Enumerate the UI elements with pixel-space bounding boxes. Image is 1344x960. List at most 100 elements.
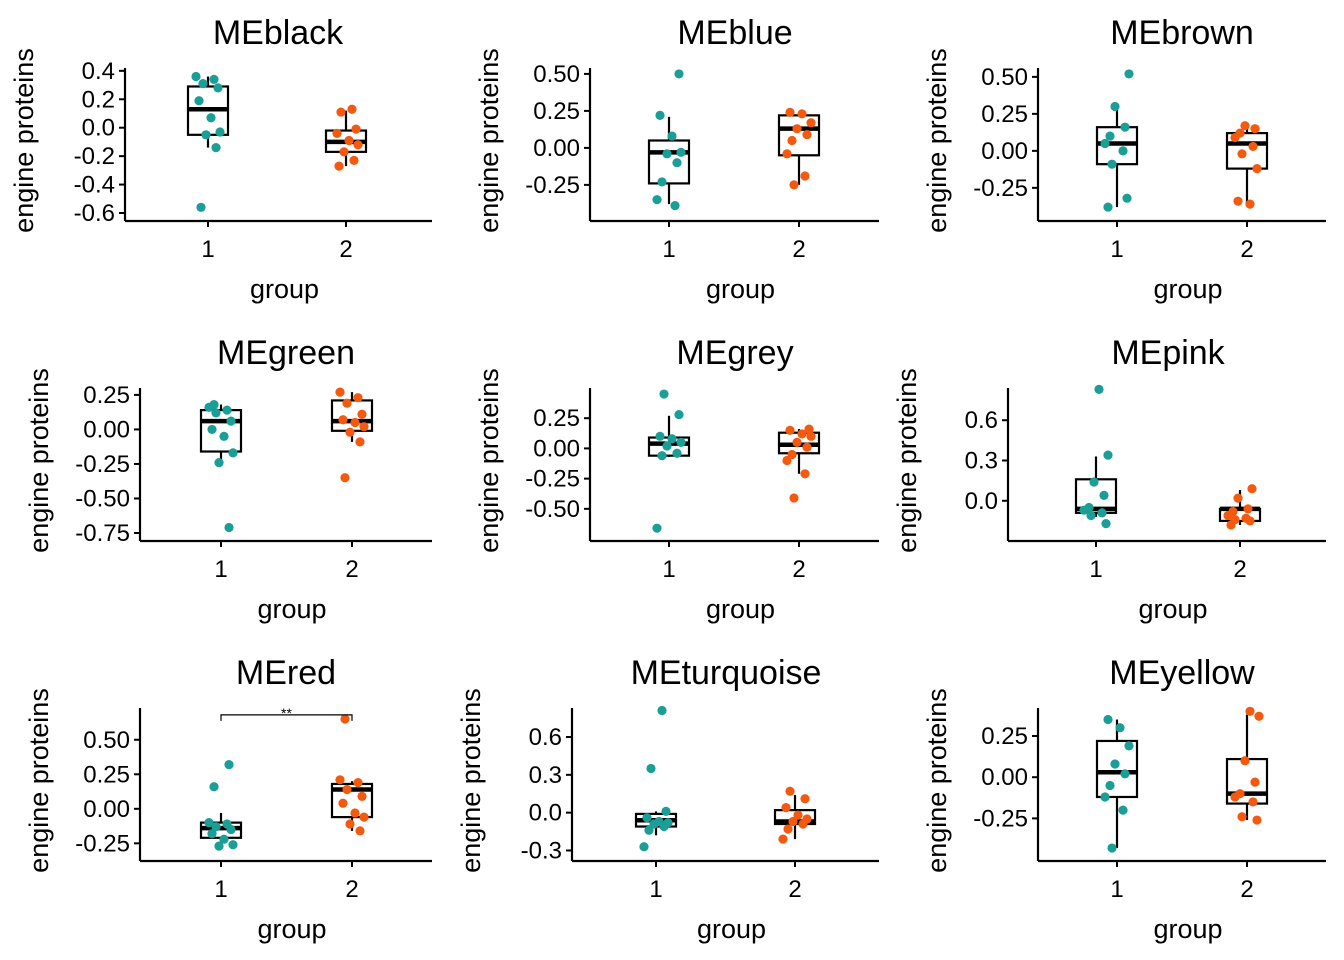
x-tick-label: 1 <box>1110 876 1123 903</box>
x-axis-title: group <box>257 594 326 624</box>
data-point <box>340 714 350 724</box>
box-group-1 <box>634 705 678 852</box>
data-point <box>1105 780 1115 791</box>
x-tick-label: 2 <box>1233 556 1246 583</box>
x-tick-label: 2 <box>345 876 358 903</box>
chart-panel-MEpink: MEpink 0.6 0.3 0.0 1 2 group engine proteins <box>892 334 1326 624</box>
data-point <box>338 415 348 425</box>
data-point <box>785 107 795 117</box>
x-tick-label: 2 <box>345 556 358 583</box>
data-point <box>676 437 686 447</box>
data-point <box>787 449 797 460</box>
data-point <box>667 434 677 444</box>
y-tick-label: -0.2 <box>74 143 115 170</box>
data-point <box>1120 769 1130 779</box>
data-point <box>783 824 793 834</box>
data-point <box>214 457 224 468</box>
data-point <box>213 83 223 93</box>
data-point <box>802 442 812 452</box>
data-point <box>800 794 810 804</box>
box-group-1 <box>1095 69 1139 212</box>
data-point <box>344 135 354 146</box>
chart-panel-MEyellow: MEyellow 0.25 0.00 -0.25 1 2 group engine prote… <box>922 654 1326 944</box>
data-point <box>1110 759 1120 769</box>
data-point <box>782 455 792 466</box>
data-point <box>1230 132 1240 143</box>
y-tick-label: 0.2 <box>82 86 115 113</box>
y-tick-label: 0.00 <box>533 135 580 162</box>
y-tick-label: -0.25 <box>525 466 580 493</box>
box-group-2 <box>330 387 374 483</box>
data-point <box>674 69 684 79</box>
x-axis-title: group <box>250 274 319 304</box>
y-tick-label: 0.0 <box>529 800 562 827</box>
y-axis-title: engine proteins <box>474 48 504 233</box>
box-group-2 <box>777 107 821 190</box>
data-point <box>1247 484 1257 494</box>
data-point <box>797 429 807 439</box>
data-point <box>342 398 352 408</box>
data-point <box>674 409 684 420</box>
y-tick-label: -0.50 <box>75 485 130 512</box>
data-point <box>340 473 350 483</box>
data-point <box>204 402 214 412</box>
data-point <box>652 523 662 533</box>
data-point <box>672 158 682 168</box>
chart-panel-MEgreen: MEgreen 0.25 0.00 -0.25 -0.50 -0.75 1 2 group eng… <box>24 334 432 624</box>
data-point <box>646 763 656 774</box>
x-axis-title: group <box>697 914 766 944</box>
data-point <box>347 104 357 114</box>
y-tick-label: 0.00 <box>83 796 130 823</box>
x-tick-label: 2 <box>1240 876 1253 903</box>
data-point <box>1115 723 1125 733</box>
data-point <box>209 782 219 792</box>
chart-panel-MEgrey: MEgrey 0.25 0.00 -0.25 -0.50 1 2 group engine pr… <box>474 334 879 624</box>
chart-panel-MEblue: MEblue 0.50 0.25 0.00 -0.25 1 2 group engine pro… <box>474 14 879 304</box>
data-point <box>652 195 662 205</box>
y-tick-label: 0.00 <box>981 764 1028 791</box>
data-point <box>667 131 677 141</box>
chart-title: MEblue <box>677 14 792 52</box>
chart-panel-MEblack: MEblack 0.40.20.0-0.2-0.4-0.6 1 2 group engin… <box>9 14 432 304</box>
data-point <box>1240 121 1250 131</box>
iqr-box <box>647 139 691 185</box>
x-tick-label: 1 <box>662 556 675 583</box>
data-point <box>357 409 367 419</box>
y-tick-label: -0.25 <box>75 830 130 857</box>
box-group-2 <box>1225 706 1269 825</box>
x-tick-label: 1 <box>1110 236 1123 263</box>
box-group-1 <box>647 389 691 533</box>
data-point <box>351 124 361 134</box>
data-point <box>198 79 208 89</box>
x-tick-label: 1 <box>201 236 214 263</box>
chart-title: MEgrey <box>676 334 793 372</box>
data-point <box>353 393 363 403</box>
chart-title: MEgreen <box>217 334 355 372</box>
data-point <box>1110 101 1120 112</box>
data-point <box>1250 124 1260 134</box>
data-point <box>359 422 369 432</box>
data-point <box>228 448 238 458</box>
y-tick-label: 0.00 <box>83 416 130 443</box>
y-tick-label: 0.0 <box>965 488 998 515</box>
y-tick-label: 0.50 <box>83 727 130 754</box>
y-axis-title: engine proteins <box>892 368 922 553</box>
data-point <box>1122 193 1132 203</box>
y-tick-label: 0.00 <box>533 435 580 462</box>
y-tick-label: 0.3 <box>965 448 998 475</box>
data-point <box>798 819 808 829</box>
data-point <box>355 437 365 447</box>
data-point <box>793 810 803 820</box>
x-tick-label: 2 <box>788 876 801 903</box>
data-point <box>639 842 649 852</box>
data-point <box>797 109 807 119</box>
box-group-2 <box>330 714 374 836</box>
data-point <box>806 118 816 128</box>
y-tick-label: -0.25 <box>525 172 580 199</box>
data-point <box>789 493 799 503</box>
data-point <box>1233 493 1243 503</box>
data-point <box>201 130 211 140</box>
data-point <box>196 202 206 212</box>
x-axis-title: group <box>257 914 326 944</box>
